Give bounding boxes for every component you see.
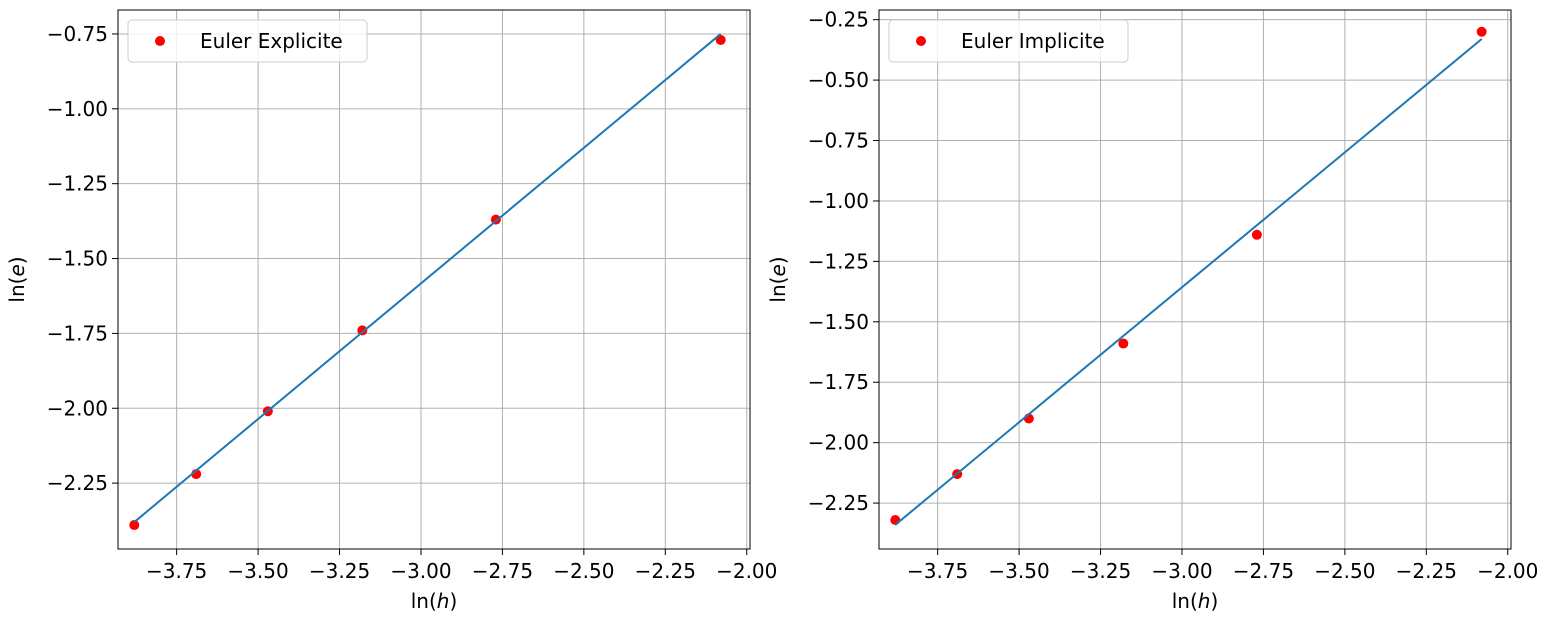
y-tick-label: −0.75 bbox=[808, 129, 869, 153]
x-tick-label: −3.25 bbox=[309, 559, 370, 583]
x-tick-label: −2.00 bbox=[1477, 559, 1538, 583]
data-point bbox=[1476, 26, 1487, 37]
y-tick-label: −2.25 bbox=[808, 491, 869, 515]
chart-panel-1: −3.75 −3.50 −3.25 −3.00 −2.75 −2.50 −2.25 −2.00… bbox=[5, 9, 777, 613]
y-tick-label: −1.00 bbox=[47, 97, 108, 121]
fit-line bbox=[133, 33, 722, 523]
legend-label: Euler Explicite bbox=[200, 29, 343, 53]
y-tick-label: −2.25 bbox=[47, 471, 108, 495]
plot-frame bbox=[117, 9, 751, 550]
legend-label: Euler Implicite bbox=[961, 29, 1105, 53]
fit-line bbox=[894, 38, 1483, 526]
legend: Euler Implicite bbox=[888, 19, 1129, 63]
y-axis-label: ln(e) bbox=[5, 256, 29, 302]
legend-marker bbox=[916, 36, 926, 46]
legend-box bbox=[888, 19, 1129, 63]
data-point bbox=[129, 520, 140, 531]
x-tick-label: −2.50 bbox=[1314, 559, 1375, 583]
y-axis-label: ln(e) bbox=[766, 256, 790, 302]
x-tick-label: −2.00 bbox=[716, 559, 777, 583]
legend-box bbox=[127, 19, 368, 63]
y-tick-label: −2.00 bbox=[47, 396, 108, 420]
y-tick-label: −1.50 bbox=[808, 310, 869, 334]
y-tick-label: −1.50 bbox=[47, 247, 108, 271]
x-tick-label: −2.25 bbox=[1396, 559, 1457, 583]
data-point bbox=[890, 514, 901, 525]
x-axis-label: ln(h) bbox=[1172, 589, 1219, 613]
x-tick-label: −3.50 bbox=[988, 559, 1049, 583]
x-axis-label: ln(h) bbox=[411, 589, 458, 613]
y-tick-label: −0.50 bbox=[808, 68, 869, 92]
legend: Euler Explicite bbox=[127, 19, 368, 63]
data-point bbox=[715, 34, 726, 45]
x-tick-label: −3.75 bbox=[907, 559, 968, 583]
x-tick-label: −3.50 bbox=[227, 559, 288, 583]
x-tick-label: −3.00 bbox=[1151, 559, 1212, 583]
y-tick-label: −1.25 bbox=[808, 249, 869, 273]
y-tick-label: −1.75 bbox=[808, 370, 869, 394]
x-tick-label: −3.25 bbox=[1070, 559, 1131, 583]
data-point bbox=[1251, 229, 1262, 240]
y-tick-label: −0.75 bbox=[47, 22, 108, 46]
y-tick-label: −1.25 bbox=[47, 172, 108, 196]
chart-panel-2: −3.75 −3.50 −3.25 −3.00 −2.75 −2.50 −2.25 −2.00… bbox=[766, 8, 1538, 613]
y-tick-label: −2.00 bbox=[808, 431, 869, 455]
data-point bbox=[357, 325, 368, 336]
x-tick-label: −2.25 bbox=[635, 559, 696, 583]
legend-marker bbox=[155, 36, 165, 46]
x-tick-label: −2.75 bbox=[1233, 559, 1294, 583]
data-point bbox=[1118, 338, 1129, 349]
x-tick-label: −2.50 bbox=[553, 559, 614, 583]
x-tick-label: −3.75 bbox=[146, 559, 207, 583]
y-tick-label: −1.00 bbox=[808, 189, 869, 213]
plot-frame bbox=[878, 9, 1512, 550]
y-tick-label: −0.25 bbox=[808, 8, 869, 32]
y-tick-label: −1.75 bbox=[47, 321, 108, 345]
x-tick-label: −2.75 bbox=[472, 559, 533, 583]
x-tick-label: −3.00 bbox=[390, 559, 451, 583]
